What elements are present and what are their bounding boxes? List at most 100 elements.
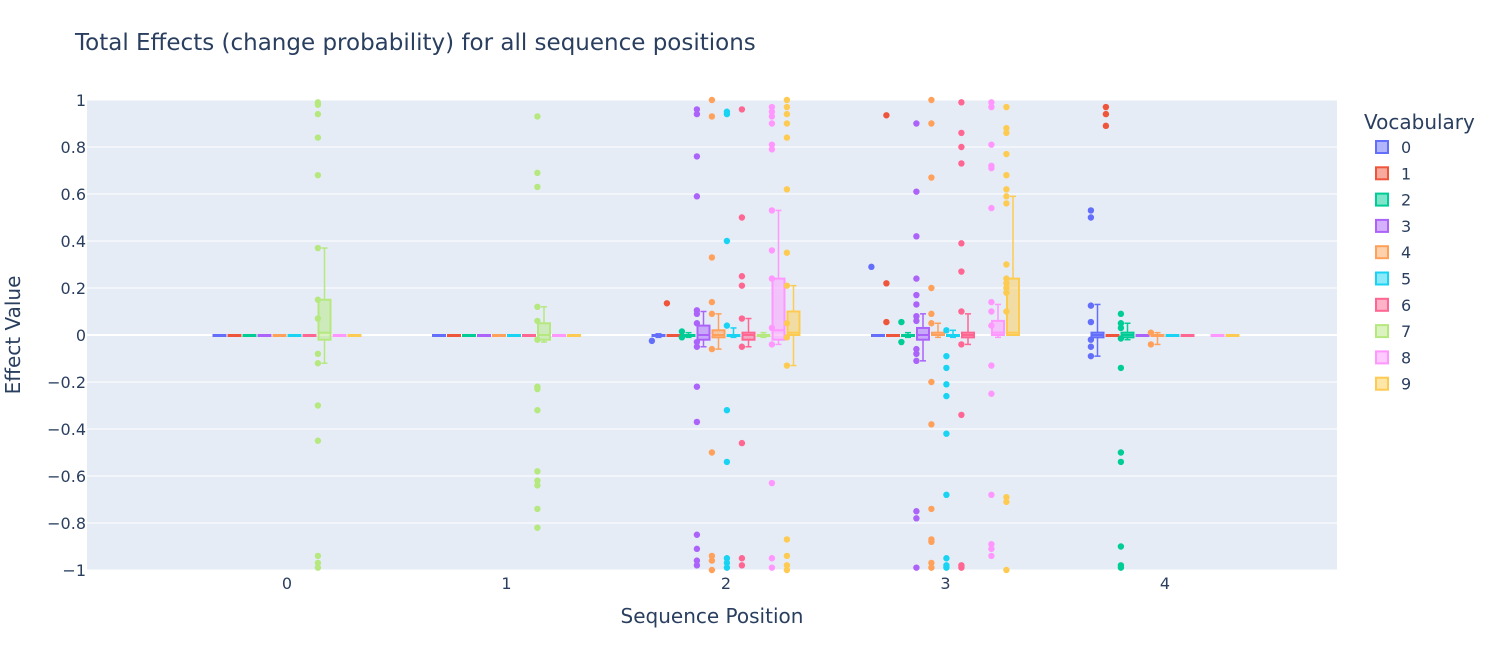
data-point xyxy=(768,146,776,153)
legend: Vocabulary 0 1 2 3 4 5 6 7 8 9 xyxy=(1364,110,1475,394)
data-point xyxy=(783,186,791,193)
data-point xyxy=(928,96,935,104)
data-point xyxy=(1117,449,1125,456)
data-point xyxy=(1117,335,1125,342)
legend-label: 6 xyxy=(1401,296,1411,315)
y-tick-label: 0.6 xyxy=(61,185,86,204)
data-point xyxy=(534,477,541,484)
data-point xyxy=(928,310,935,318)
data-point xyxy=(723,237,731,245)
data-point xyxy=(928,320,935,327)
data-point xyxy=(783,96,791,104)
x-tick-label: 1 xyxy=(501,574,511,593)
data-point xyxy=(314,134,322,141)
box xyxy=(741,331,756,341)
legend-swatch xyxy=(1375,324,1389,339)
data-point xyxy=(988,362,995,369)
legend-item-8[interactable]: 8 xyxy=(1375,348,1411,367)
data-point xyxy=(1117,364,1125,372)
data-point xyxy=(534,336,541,343)
legend-item-9[interactable]: 9 xyxy=(1375,375,1411,394)
data-point xyxy=(988,141,995,148)
data-point xyxy=(314,552,322,560)
data-point xyxy=(913,564,920,571)
data-point xyxy=(534,303,541,310)
data-point xyxy=(928,559,935,567)
data-point xyxy=(1003,261,1010,268)
data-point xyxy=(1117,564,1125,571)
data-point xyxy=(1003,125,1010,132)
data-point xyxy=(913,275,920,282)
data-point xyxy=(913,515,920,522)
data-point xyxy=(693,320,701,327)
data-point xyxy=(883,112,890,119)
legend-item-2[interactable]: 2 xyxy=(1375,191,1411,210)
y-tick-label: −0.2 xyxy=(47,373,86,392)
data-point xyxy=(943,430,950,437)
data-point xyxy=(708,557,716,564)
data-point xyxy=(1003,275,1010,282)
data-point xyxy=(678,328,686,335)
data-point xyxy=(534,317,541,325)
data-point xyxy=(988,308,995,315)
data-point xyxy=(693,557,701,564)
series-5 xyxy=(287,108,1180,571)
legend-swatch xyxy=(1375,192,1389,207)
data-point xyxy=(928,120,935,127)
data-point xyxy=(693,343,701,350)
legend-item-1[interactable]: 1 xyxy=(1375,164,1411,183)
data-point xyxy=(928,538,935,545)
data-point xyxy=(988,103,995,111)
data-point xyxy=(693,383,701,390)
box xyxy=(916,326,930,341)
x-tick-label: 3 xyxy=(940,574,950,593)
data-point xyxy=(943,381,950,388)
series-4 xyxy=(272,96,1165,574)
data-point xyxy=(738,315,746,322)
data-point xyxy=(1003,172,1010,179)
data-point xyxy=(708,113,716,120)
data-point xyxy=(708,254,716,261)
legend-item-5[interactable]: 5 xyxy=(1375,270,1411,289)
data-point xyxy=(928,174,935,181)
data-point xyxy=(314,172,322,179)
data-point xyxy=(1003,280,1010,287)
data-point xyxy=(693,531,701,538)
legend-item-3[interactable]: 3 xyxy=(1375,217,1411,236)
data-point xyxy=(783,110,791,118)
data-point xyxy=(768,341,776,348)
data-point xyxy=(988,545,995,553)
data-point xyxy=(1003,129,1010,137)
data-point xyxy=(988,491,995,498)
y-tick-label: 0.2 xyxy=(61,279,86,298)
legend-item-6[interactable]: 6 xyxy=(1375,296,1411,315)
legend-swatch xyxy=(1375,218,1389,233)
legend-item-7[interactable]: 7 xyxy=(1375,322,1411,341)
series-8 xyxy=(332,99,1225,571)
data-point xyxy=(1003,284,1010,292)
data-point xyxy=(783,134,791,141)
data-point xyxy=(534,407,541,414)
legend-item-0[interactable]: 0 xyxy=(1375,138,1411,157)
data-point xyxy=(768,324,776,332)
legend-label: 9 xyxy=(1401,375,1411,394)
data-point xyxy=(768,141,776,148)
data-point xyxy=(768,564,776,571)
data-point xyxy=(783,103,791,111)
data-point xyxy=(768,120,776,127)
data-point xyxy=(928,284,935,292)
data-point xyxy=(913,301,920,308)
legend-item-4[interactable]: 4 xyxy=(1375,243,1411,262)
legend-swatch xyxy=(1375,245,1389,260)
legend-title: Vocabulary xyxy=(1364,110,1475,134)
data-point xyxy=(314,110,322,118)
data-point xyxy=(988,322,995,329)
data-point xyxy=(1003,493,1010,501)
data-point xyxy=(1102,110,1110,118)
data-point xyxy=(534,505,541,513)
data-point xyxy=(1003,200,1010,207)
series-1 xyxy=(227,103,1120,337)
data-point xyxy=(314,315,322,322)
data-point xyxy=(958,240,965,247)
